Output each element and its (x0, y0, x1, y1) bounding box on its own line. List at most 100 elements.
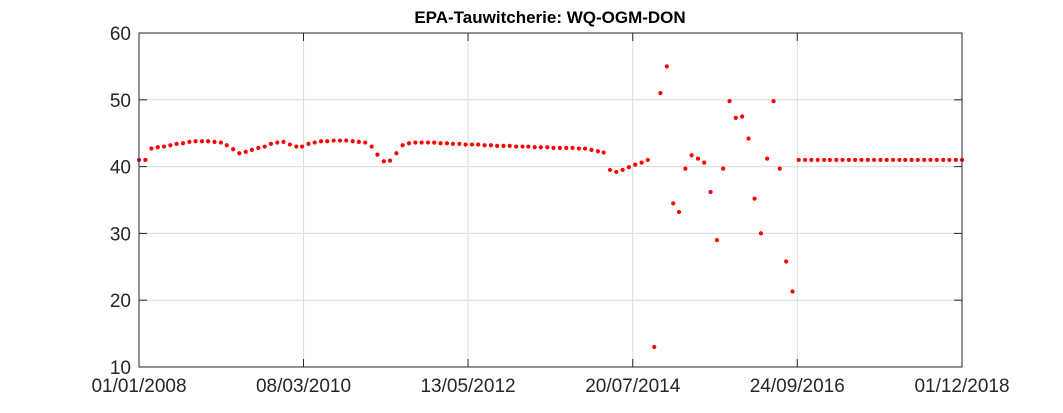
data-point (520, 144, 525, 149)
plot-area (139, 33, 962, 367)
data-point (740, 114, 745, 119)
data-point (545, 145, 550, 150)
data-point (312, 140, 317, 145)
data-point (526, 144, 531, 149)
data-point (450, 141, 456, 146)
x-tick-label: 13/05/2012 (420, 376, 515, 397)
data-point (765, 156, 770, 161)
data-point (218, 140, 224, 145)
data-point (915, 157, 920, 163)
data-point (683, 166, 688, 171)
data-point (822, 157, 827, 163)
data-point (714, 237, 720, 243)
data-point (746, 136, 751, 141)
plot-frame (138, 32, 963, 368)
y-tick-label: 10 (110, 358, 131, 379)
data-point (576, 146, 581, 151)
data-point (281, 139, 286, 144)
y-tick-label: 50 (110, 91, 131, 112)
data-point (356, 139, 361, 144)
data-point (243, 149, 248, 154)
data-point (294, 144, 299, 149)
data-point (601, 150, 606, 155)
data-point (406, 141, 412, 146)
data-point (161, 144, 167, 149)
data-point (614, 169, 619, 175)
data-point (871, 157, 877, 163)
data-point (909, 157, 914, 163)
data-point (413, 140, 418, 145)
data-point (633, 162, 638, 167)
data-point (689, 153, 694, 158)
data-point (815, 157, 820, 163)
data-point (846, 157, 851, 163)
data-point (325, 139, 330, 144)
data-point (306, 141, 311, 146)
data-point (180, 141, 186, 146)
data-point (538, 145, 544, 150)
data-point (928, 157, 933, 163)
data-point (941, 157, 946, 163)
data-point (803, 157, 808, 163)
data-point (721, 166, 726, 171)
data-point (890, 157, 896, 163)
data-point (727, 99, 732, 104)
data-point (187, 139, 192, 144)
y-tick-label: 60 (110, 24, 131, 45)
data-point (652, 344, 657, 350)
data-point (551, 145, 556, 150)
x-tick-label: 24/09/2016 (750, 376, 845, 397)
data-point (595, 149, 600, 154)
x-tick-label: 08/03/2010 (256, 376, 351, 397)
data-point (733, 115, 738, 120)
data-point (495, 143, 500, 148)
data-point (934, 157, 939, 163)
data-point (777, 166, 782, 171)
data-point (796, 157, 801, 163)
y-tick-label: 20 (110, 291, 131, 312)
data-point (859, 157, 864, 163)
data-point (299, 144, 305, 149)
data-point (457, 141, 462, 146)
data-point (582, 146, 588, 151)
data-points (136, 64, 965, 350)
data-point (400, 143, 405, 148)
data-point (212, 139, 217, 144)
data-point (639, 160, 644, 165)
data-point (922, 157, 927, 163)
data-point (658, 91, 663, 96)
data-point (671, 201, 676, 206)
data-point (834, 157, 839, 163)
data-point (771, 99, 776, 104)
x-tick-label: 01/12/2018 (914, 376, 1009, 397)
data-point (827, 157, 832, 163)
data-point (840, 157, 845, 163)
data-point (199, 139, 205, 144)
data-point (878, 157, 883, 163)
data-point (532, 145, 537, 150)
x-tick-label: 20/07/2014 (585, 376, 681, 397)
data-point (790, 289, 795, 294)
data-point (318, 139, 324, 144)
data-point (620, 167, 625, 173)
data-point (557, 145, 562, 150)
data-point (676, 209, 682, 215)
data-point (469, 142, 475, 147)
y-tick-label: 40 (110, 158, 131, 179)
data-point (482, 143, 487, 148)
data-point (287, 142, 292, 147)
data-point (695, 156, 701, 161)
data-point (337, 138, 343, 143)
data-point (570, 145, 575, 150)
data-point (444, 141, 450, 146)
data-point (626, 165, 631, 170)
data-point (809, 157, 814, 163)
data-point (394, 151, 399, 156)
data-point (514, 144, 519, 149)
data-point (607, 167, 613, 173)
data-point (884, 157, 889, 163)
chart-title: EPA-Tauwitcherie: WQ-OGM-DON (414, 8, 685, 27)
data-point (275, 140, 280, 145)
data-point (664, 64, 669, 69)
